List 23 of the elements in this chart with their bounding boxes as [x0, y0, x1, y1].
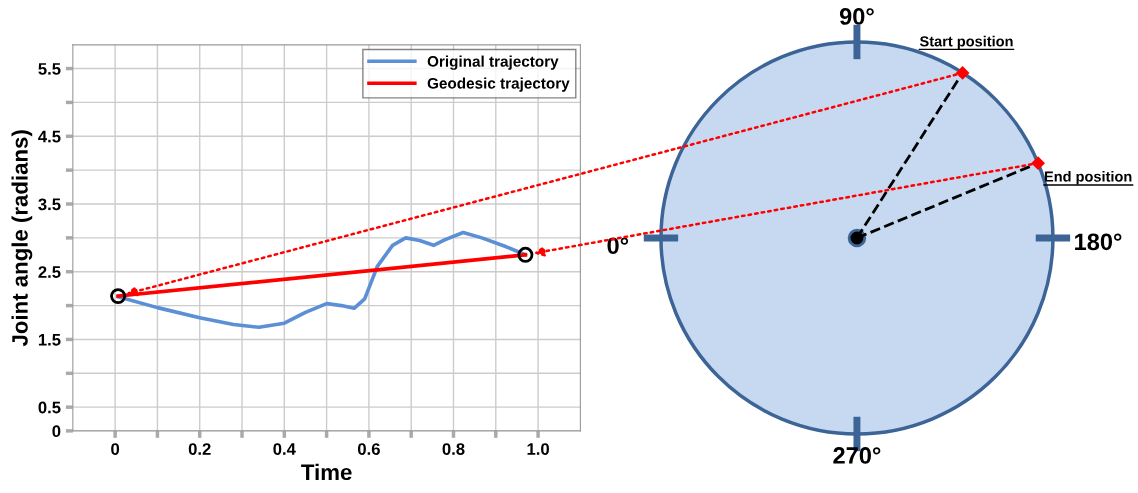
x-tick-label: 0.4: [273, 443, 296, 455]
x-tick-label: 0.6: [357, 443, 380, 455]
text: 180°: [1075, 233, 1122, 251]
x-tick-label: 1.0: [527, 443, 549, 455]
y-tick-label: 1.5: [38, 334, 61, 346]
x-axis-title: Time: [301, 463, 352, 481]
x-tick-label: 0.2: [188, 443, 211, 455]
y-tick-label: 0: [52, 425, 61, 438]
y-tick-label: 2.5: [38, 266, 61, 278]
text: End position: [1044, 171, 1132, 185]
text: 90°: [839, 8, 874, 25]
legend-label: Original trajectory: [427, 55, 559, 70]
text: Start position: [919, 35, 1013, 50]
y-tick-label: 4.5: [38, 130, 61, 143]
x-tick-label: 0: [111, 443, 120, 455]
legend-label: Geodesic trajectory: [427, 77, 570, 92]
y-axis-title: Joint angle (radians): [11, 130, 33, 347]
text: 270°: [833, 447, 881, 464]
y-tick-label: 0.5: [38, 401, 61, 414]
y-tick-label: 3.5: [38, 198, 61, 211]
text: 0°: [607, 237, 629, 255]
y-tick-label: 5.5: [38, 63, 61, 75]
x-tick-label: 0.8: [442, 443, 465, 455]
